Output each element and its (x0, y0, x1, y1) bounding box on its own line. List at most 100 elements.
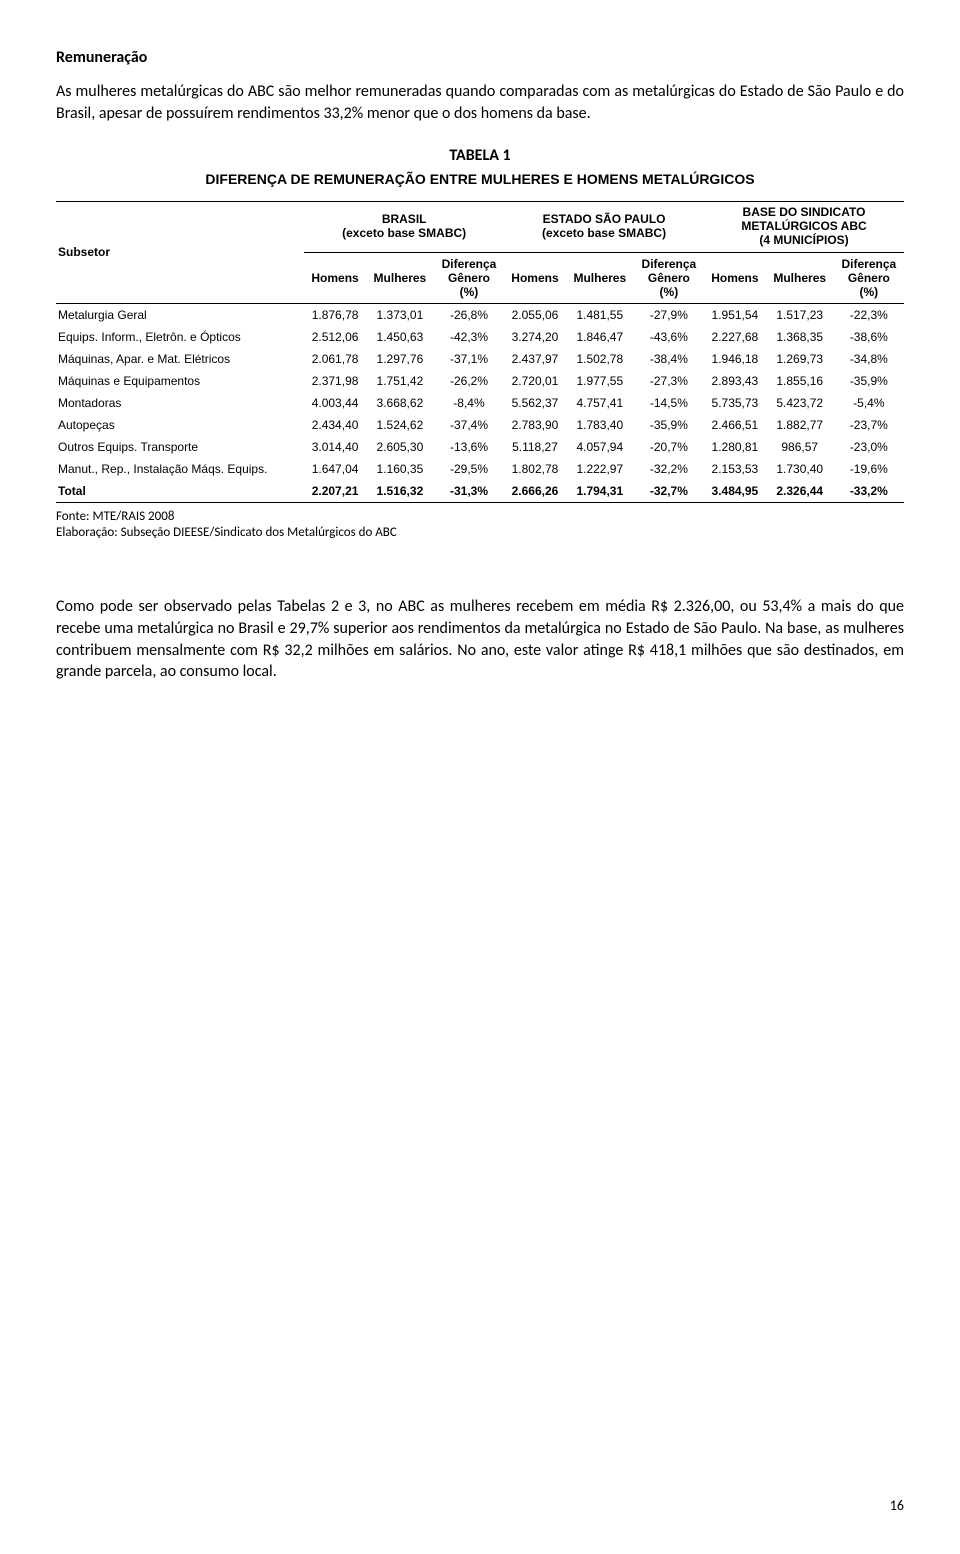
total-value: -33,2% (834, 480, 904, 503)
header-group-sp: ESTADO SÃO PAULO (exceto base SMABC) (504, 202, 704, 252)
table-row: Autopeças2.434,401.524,62-37,4%2.783,901… (56, 414, 904, 436)
cell-value: 1.373,01 (366, 303, 434, 326)
cell-value: -19,6% (834, 458, 904, 480)
header-group-abc: BASE DO SINDICATO METALÚRGICOS ABC (4 MU… (704, 202, 904, 252)
cell-value: 2.783,90 (504, 414, 566, 436)
cell-value: 3.668,62 (366, 392, 434, 414)
row-name: Manut., Rep., Instalação Máqs. Equips. (56, 458, 304, 480)
cell-value: -13,6% (434, 436, 504, 458)
cell-value: -38,6% (834, 326, 904, 348)
header-subsetor: Subsetor (56, 202, 304, 303)
cell-value: 1.269,73 (766, 348, 834, 370)
cell-value: 1.783,40 (566, 414, 634, 436)
cell-value: 1.450,63 (366, 326, 434, 348)
col-mulheres: Mulheres (366, 252, 434, 303)
header-text: ESTADO SÃO PAULO (543, 212, 666, 226)
cell-value: 1.481,55 (566, 303, 634, 326)
cell-value: 4.757,41 (566, 392, 634, 414)
cell-value: 2.466,51 (704, 414, 766, 436)
cell-value: 1.524,62 (366, 414, 434, 436)
row-name: Máquinas, Apar. e Mat. Elétricos (56, 348, 304, 370)
table-row: Equips. Inform., Eletrôn. e Ópticos2.512… (56, 326, 904, 348)
cell-value: 1.855,16 (766, 370, 834, 392)
cell-value: -34,8% (834, 348, 904, 370)
cell-value: 1.297,76 (366, 348, 434, 370)
cell-value: -37,1% (434, 348, 504, 370)
header-text: (4 MUNICÍPIOS) (759, 233, 848, 247)
cell-value: 1.647,04 (304, 458, 366, 480)
cell-value: 1.730,40 (766, 458, 834, 480)
cell-value: 2.605,30 (366, 436, 434, 458)
cell-value: -22,3% (834, 303, 904, 326)
cell-value: 1.846,47 (566, 326, 634, 348)
total-label: Total (56, 480, 304, 503)
cell-value: 4.057,94 (566, 436, 634, 458)
cell-value: 5.118,27 (504, 436, 566, 458)
cell-value: -23,7% (834, 414, 904, 436)
cell-value: 3.274,20 (504, 326, 566, 348)
header-text: Diferença (841, 257, 896, 271)
cell-value: 1.368,35 (766, 326, 834, 348)
row-name: Metalurgia Geral (56, 303, 304, 326)
analysis-paragraph: Como pode ser observado pelas Tabelas 2 … (56, 596, 904, 682)
cell-value: 986,57 (766, 436, 834, 458)
cell-value: -5,4% (834, 392, 904, 414)
table-source: Fonte: MTE/RAIS 2008 Elaboração: Subseçã… (56, 509, 904, 543)
row-name: Equips. Inform., Eletrôn. e Ópticos (56, 326, 304, 348)
cell-value: 2.437,97 (504, 348, 566, 370)
cell-value: 2.055,06 (504, 303, 566, 326)
header-text: Diferença (642, 257, 697, 271)
table-title: DIFERENÇA DE REMUNERAÇÃO ENTRE MULHERES … (56, 171, 904, 187)
row-name: Outros Equips. Transporte (56, 436, 304, 458)
cell-value: -14,5% (634, 392, 704, 414)
col-homens: Homens (704, 252, 766, 303)
cell-value: 1.160,35 (366, 458, 434, 480)
header-text: (exceto base SMABC) (342, 226, 466, 240)
cell-value: 1.882,77 (766, 414, 834, 436)
remuneration-table: Subsetor BRASIL (exceto base SMABC) ESTA… (56, 201, 904, 502)
col-homens: Homens (504, 252, 566, 303)
cell-value: 1.946,18 (704, 348, 766, 370)
cell-value: 1.951,54 (704, 303, 766, 326)
cell-value: 2.434,40 (304, 414, 366, 436)
header-group-brasil: BRASIL (exceto base SMABC) (304, 202, 504, 252)
cell-value: -37,4% (434, 414, 504, 436)
cell-value: 1.802,78 (504, 458, 566, 480)
cell-value: 1.502,78 (566, 348, 634, 370)
header-text: Gênero (648, 271, 690, 285)
col-dif: Diferença Gênero (%) (834, 252, 904, 303)
cell-value: 1.876,78 (304, 303, 366, 326)
cell-value: 1.751,42 (366, 370, 434, 392)
header-text: BRASIL (382, 212, 427, 226)
total-value: 2.666,26 (504, 480, 566, 503)
col-homens: Homens (304, 252, 366, 303)
source-line: Elaboração: Subseção DIEESE/Sindicato do… (56, 525, 904, 542)
cell-value: -42,3% (434, 326, 504, 348)
cell-value: -20,7% (634, 436, 704, 458)
cell-value: 1.280,81 (704, 436, 766, 458)
col-mulheres: Mulheres (766, 252, 834, 303)
total-row: Total2.207,211.516,32-31,3%2.666,261.794… (56, 480, 904, 503)
intro-paragraph: As mulheres metalúrgicas do ABC são melh… (56, 81, 904, 124)
header-text: (exceto base SMABC) (542, 226, 666, 240)
header-text: (%) (860, 285, 879, 299)
cell-value: -23,0% (834, 436, 904, 458)
col-mulheres: Mulheres (566, 252, 634, 303)
cell-value: 4.003,44 (304, 392, 366, 414)
cell-value: -32,2% (634, 458, 704, 480)
table-row: Manut., Rep., Instalação Máqs. Equips.1.… (56, 458, 904, 480)
table-row: Máquinas e Equipamentos2.371,981.751,42-… (56, 370, 904, 392)
cell-value: 2.227,68 (704, 326, 766, 348)
row-name: Autopeças (56, 414, 304, 436)
section-heading: Remuneração (56, 48, 904, 67)
cell-value: -27,9% (634, 303, 704, 326)
total-value: -31,3% (434, 480, 504, 503)
cell-value: 1.977,55 (566, 370, 634, 392)
cell-value: -35,9% (634, 414, 704, 436)
cell-value: 1.222,97 (566, 458, 634, 480)
cell-value: 3.014,40 (304, 436, 366, 458)
cell-value: 2.893,43 (704, 370, 766, 392)
cell-value: 1.517,23 (766, 303, 834, 326)
total-value: 1.516,32 (366, 480, 434, 503)
total-value: 1.794,31 (566, 480, 634, 503)
